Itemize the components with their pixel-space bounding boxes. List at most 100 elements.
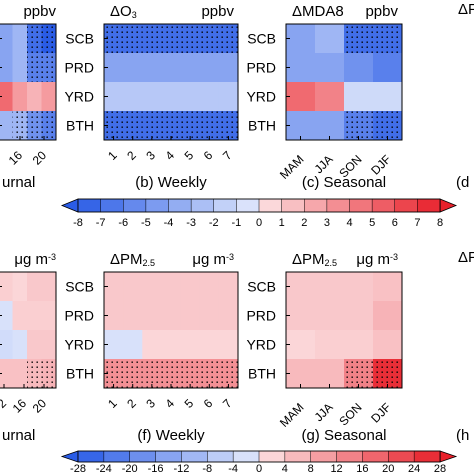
row-label: YRD (246, 337, 276, 353)
heatmap-cell (12, 82, 28, 112)
stipple-cell (180, 359, 200, 388)
row-label: BTH (66, 366, 94, 382)
colorbar-segment (190, 198, 215, 213)
row-label: PRD (64, 308, 94, 324)
panel-caption: urnal (2, 427, 35, 444)
colorbar-tick-label: 8 (308, 463, 314, 474)
colorbar-tick-label: 7 (414, 217, 420, 229)
stipple-cell (161, 111, 181, 140)
stipple-cell (218, 359, 238, 388)
x-tick-label: JJA (312, 152, 336, 176)
stipple-cell (104, 359, 124, 388)
heatmap-cell (27, 301, 42, 331)
heatmap-cell (142, 272, 162, 302)
colorbar-segment (258, 450, 286, 463)
row-label: YRD (64, 89, 94, 105)
stipple-cell (104, 111, 124, 140)
stipple-cell (344, 359, 373, 388)
colorbar-segment (258, 198, 283, 213)
panel-pm-seasonal: SCB PRD YRD BTH MAM JJA SON DJF ΔPM2.5 μg m-3 (g) … (246, 251, 403, 444)
heatmap-cell (286, 53, 316, 83)
heatmap-cell (161, 82, 181, 112)
panel-title: ΔMDA8 (292, 3, 344, 20)
colorbar-frame (77, 450, 441, 463)
panel-o3-weekly: SCB PRD YRD BTH 1 2 3 4 5 6 7 ΔO3 ppbv (b) Weekly (64, 3, 239, 191)
heatmap-cell (142, 301, 162, 331)
heatmap-cell (286, 272, 316, 302)
colorbar-segment (394, 198, 418, 213)
heatmap-cell (315, 330, 345, 360)
panel-unit: μg m-3 (356, 251, 398, 268)
stipple-cell (27, 111, 42, 140)
row-label: PRD (64, 60, 94, 76)
stipple-cell (41, 359, 56, 388)
heatmap-cell (286, 111, 316, 141)
stipple-cell (142, 359, 162, 388)
panel-frame (285, 271, 403, 389)
x-tick-label: 5 (182, 396, 197, 411)
heatmap-cell (104, 82, 124, 112)
heatmap-cell (12, 301, 28, 331)
colorbar-tick-label: -2 (209, 217, 219, 229)
panel-title: ΔPM2.5 (110, 251, 155, 268)
colorbar-segment (207, 450, 234, 463)
heatmap-cell (0, 53, 13, 83)
colorbar-tick-label: 20 (382, 463, 394, 474)
heatmap-cell (286, 359, 316, 389)
colorbar-tick-label: -7 (96, 217, 106, 229)
colorbar-segment (100, 198, 124, 213)
heatmap-cell (218, 272, 239, 302)
colorbar-tick-label: -1 (231, 217, 241, 229)
heatmap-cell (41, 272, 57, 302)
x-tick-label: 20 (30, 396, 50, 416)
heatmap-cell (0, 301, 13, 331)
panel-frame (0, 23, 57, 141)
panel-caption: urnal (2, 174, 35, 191)
colorbar-segment (388, 450, 415, 463)
panel-caption: (b) Weekly (135, 174, 207, 191)
heatmap-cell (104, 272, 124, 302)
stipple-cell (180, 24, 200, 53)
heatmap-cell (123, 272, 143, 302)
colorbar-segment (281, 198, 305, 213)
x-tick-label: 4 (162, 396, 177, 411)
heatmap-cell (41, 330, 57, 360)
row-label: YRD (246, 89, 276, 105)
stipple-cell (161, 359, 181, 388)
stipple-cell (27, 359, 42, 388)
x-tick-label: 6 (201, 148, 216, 163)
panel-caption: (f) Weekly (137, 427, 205, 444)
heatmap-cell (0, 330, 13, 360)
colorbar-segment (155, 450, 182, 463)
heatmap-cell (315, 24, 345, 54)
heatmap-cell (344, 272, 374, 302)
heatmap-cell (315, 53, 345, 83)
heatmap-cell (180, 301, 201, 331)
heatmap-cell (27, 330, 42, 360)
colorbar-extend-low (60, 198, 79, 213)
colorbar-tick-label: 4 (282, 463, 288, 474)
heatmap-cell (286, 330, 316, 360)
panel-frame (285, 23, 403, 141)
panel-title: ΔO3 (110, 3, 137, 20)
colorbar-segment (371, 198, 396, 213)
heatmap-cell (0, 111, 13, 141)
panel-unit: μg m-3 (192, 251, 234, 268)
heatmap-cell (0, 24, 13, 54)
stipple-cell (199, 359, 219, 388)
heatmap-cell (344, 301, 374, 331)
colorbar-segment (168, 198, 192, 213)
stipple-cell (41, 111, 56, 140)
heatmap-cell (104, 301, 124, 331)
heatmap-cell (123, 301, 143, 331)
colorbar-segment (77, 198, 102, 213)
edge-caption-top-right: (d (456, 174, 469, 191)
heatmap-cell (218, 301, 239, 331)
x-tick-label: 4 (162, 148, 177, 163)
x-tick-label: 7 (220, 396, 235, 411)
heatmap-cell (315, 359, 345, 389)
colorbar-tick-label: 6 (392, 217, 398, 229)
colorbar-o3: -8 -7 -6 -5 -4 -3 -2 -1 0 1 2 3 4 5 6 7 8 (60, 198, 458, 229)
heatmap-cell (27, 272, 42, 302)
